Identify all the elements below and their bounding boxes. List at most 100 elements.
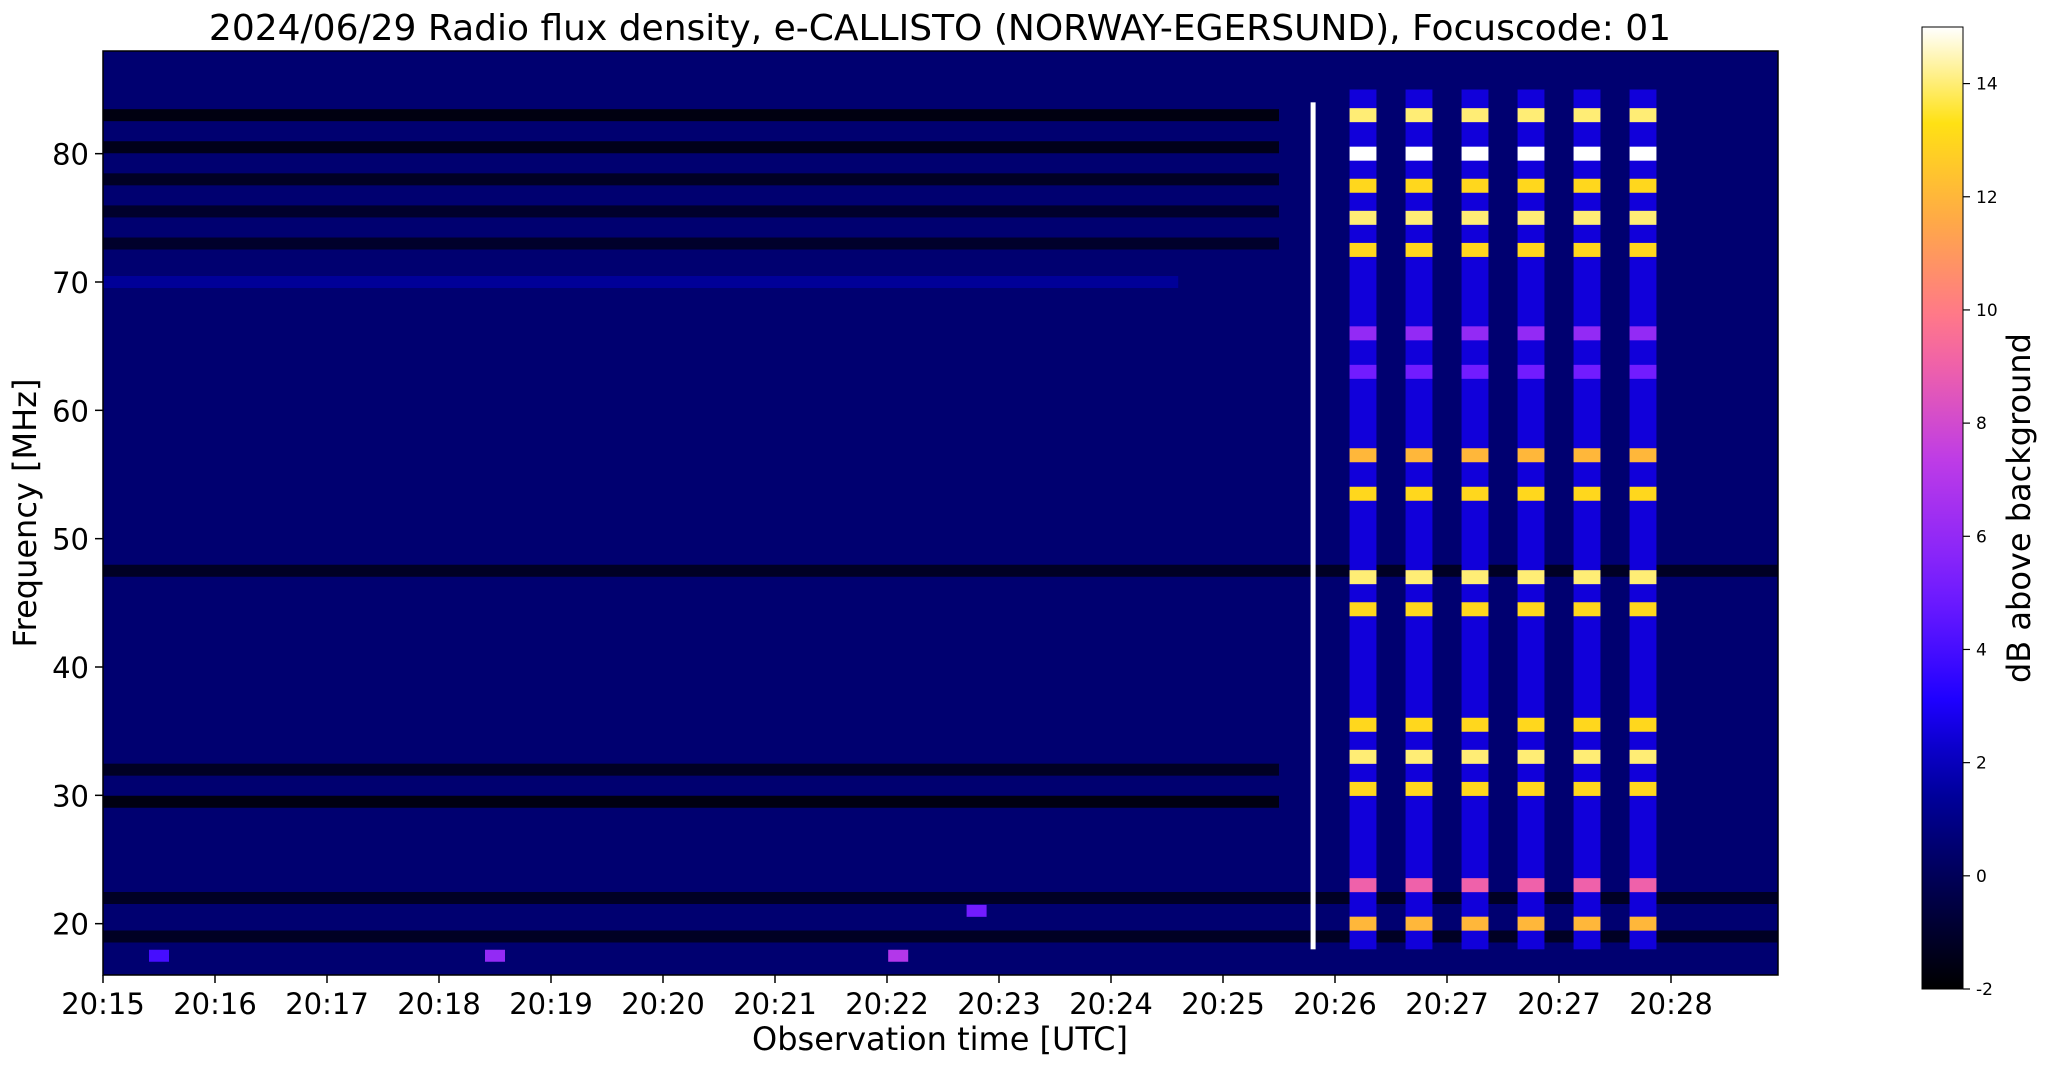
interference-cell (1405, 448, 1433, 463)
interference-cell (1629, 570, 1657, 585)
y-axis-label: Frequency [MHz] (6, 379, 44, 648)
x-tick-label: 20:17 (285, 987, 369, 1021)
frequency-band (103, 237, 1279, 250)
interference-cell (1461, 749, 1489, 764)
interference-cell (1573, 717, 1601, 732)
x-tick-label: 20:18 (397, 987, 481, 1021)
interference-cell (1629, 146, 1657, 161)
colorbar-tick-label: 0 (1976, 867, 1987, 887)
colorbar-tick-label: 6 (1976, 527, 1987, 547)
x-tick-label: 20:16 (173, 987, 257, 1021)
interference-cell (1405, 326, 1433, 341)
interference-cell (1517, 326, 1545, 341)
y-tick-label: 80 (52, 138, 89, 172)
interference-cell (1461, 364, 1489, 379)
interference-cell (1405, 242, 1433, 257)
frequency-band (103, 795, 1279, 808)
frequency-band (103, 205, 1279, 218)
interference-column (1573, 89, 1601, 950)
burst-cell (485, 949, 505, 962)
frequency-band (103, 109, 1279, 122)
interference-cell (1517, 242, 1545, 257)
interference-cell (1517, 878, 1545, 893)
interference-column (1461, 89, 1489, 950)
interference-cell (1405, 486, 1433, 501)
colorbar: -2 0 2 4 6 8 10 12 14 dB above background (1921, 26, 2038, 1000)
burst-cell (966, 904, 987, 917)
interference-column (1405, 89, 1433, 950)
interference-cell (1405, 717, 1433, 732)
frequency-band (103, 173, 1279, 186)
interference-cell (1629, 717, 1657, 732)
interference-cell (1517, 364, 1545, 379)
interference-cell (1573, 486, 1601, 501)
x-axis-label: Observation time [UTC] (752, 1020, 1128, 1058)
interference-cell (1573, 242, 1601, 257)
y-axis: 20 30 40 50 60 70 80 (52, 138, 103, 942)
interference-cell (1405, 364, 1433, 379)
interference-cell (1629, 448, 1657, 463)
interference-cell (1461, 326, 1489, 341)
colorbar-tick-label: -2 (1976, 980, 1993, 1000)
interference-cell (1461, 486, 1489, 501)
interference-cell (1629, 916, 1657, 931)
interference-cell (1573, 178, 1601, 193)
interference-cell (1573, 146, 1601, 161)
x-tick-label: 20:20 (621, 987, 705, 1021)
interference-cell (1349, 486, 1377, 501)
interference-cell (1405, 878, 1433, 893)
interference-cell (1349, 242, 1377, 257)
interference-cell (1349, 602, 1377, 617)
interference-cell (1461, 108, 1489, 123)
interference-cell (1517, 108, 1545, 123)
interference-cell (1349, 178, 1377, 193)
interference-cell (1461, 448, 1489, 463)
x-tick-label: 20:15 (61, 987, 145, 1021)
x-tick-label: 20:27 (1517, 987, 1601, 1021)
interference-cell (1405, 146, 1433, 161)
interference-cell (1461, 717, 1489, 732)
colorbar-tick-label: 2 (1976, 754, 1987, 774)
interference-cell (1349, 108, 1377, 123)
interference-cell (1517, 570, 1545, 585)
interference-cell (1629, 242, 1657, 257)
interference-cell (1461, 146, 1489, 161)
interference-cell (1461, 916, 1489, 931)
interference-cell (1405, 602, 1433, 617)
interference-cell (1517, 781, 1545, 796)
interference-cell (1461, 602, 1489, 617)
interference-cell (1349, 781, 1377, 796)
interference-cell (1517, 210, 1545, 225)
y-tick-label: 70 (52, 266, 89, 300)
interference-cell (1573, 210, 1601, 225)
interference-cell (1629, 210, 1657, 225)
interference-cell (1349, 749, 1377, 764)
interference-cell (1461, 178, 1489, 193)
interference-cell (1405, 210, 1433, 225)
interference-cell (1517, 916, 1545, 931)
interference-cell (1517, 749, 1545, 764)
interference-cell (1349, 364, 1377, 379)
colorbar-ticks: -2 0 2 4 6 8 10 12 14 (1963, 75, 1998, 1000)
burst-cell (149, 949, 169, 962)
x-tick-label: 20:27 (1405, 987, 1489, 1021)
interference-cell (1349, 326, 1377, 341)
interference-cell (1573, 326, 1601, 341)
interference-cell (1629, 781, 1657, 796)
y-tick-label: 30 (52, 779, 89, 813)
interference-cell (1349, 717, 1377, 732)
interference-cell (1517, 178, 1545, 193)
x-tick-label: 20:19 (509, 987, 593, 1021)
interference-cell (1629, 486, 1657, 501)
interference-cell (1349, 146, 1377, 161)
interference-cell (1573, 602, 1601, 617)
interference-column (1517, 89, 1545, 950)
colorbar-tick-label: 10 (1976, 301, 1998, 321)
interference-cell (1461, 781, 1489, 796)
interference-cell (1629, 108, 1657, 123)
interference-cell (1573, 749, 1601, 764)
x-tick-label: 20:22 (845, 987, 929, 1021)
interference-cell (1629, 326, 1657, 341)
frequency-band (103, 763, 1279, 776)
